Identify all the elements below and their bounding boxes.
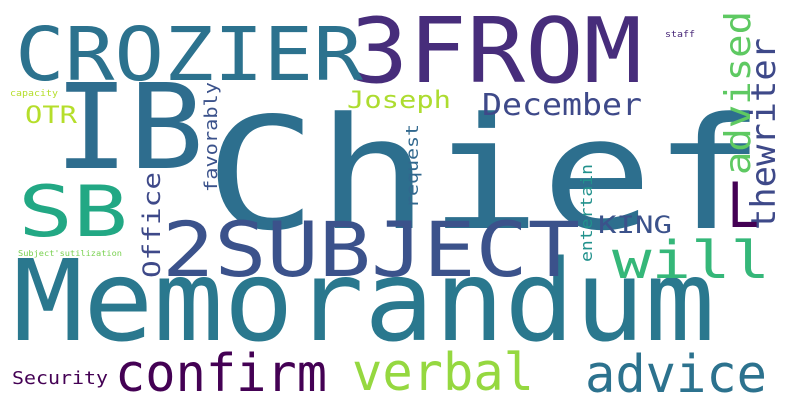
word-december: December: [482, 88, 642, 123]
word-joseph: Joseph: [347, 86, 451, 114]
word-memorandum: Memorandum: [13, 237, 715, 367]
word-king: KING: [598, 211, 672, 239]
word-advice: advice: [585, 345, 767, 405]
word-entertain: entertain: [577, 164, 596, 262]
word-request: request: [403, 124, 423, 208]
word-security: Security: [12, 368, 108, 389]
word-staff: staff: [665, 30, 695, 40]
word-2subject: 2SUBJECT: [162, 205, 580, 294]
word-thewriter: thewriter: [744, 38, 784, 230]
word-confirm: confirm: [115, 344, 327, 404]
word-l: L: [727, 169, 759, 242]
word-otr: OTR: [25, 101, 78, 129]
word-ib: IB: [54, 58, 204, 196]
word-favorably: favorably: [201, 82, 222, 192]
word-sb: SB: [18, 171, 128, 253]
word-3from: 3FROM: [350, 0, 642, 104]
word-crozier: CROZIER: [15, 12, 363, 98]
word-office: Office: [138, 172, 166, 278]
word-subjects-utilization: Subject'sutilization: [18, 249, 122, 258]
word-will: will: [612, 231, 770, 291]
word-chief: Chief: [205, 84, 765, 265]
word-capacity: capacity: [10, 89, 59, 99]
word-advised: advised: [718, 11, 759, 175]
word-verbal: verbal: [352, 343, 534, 403]
